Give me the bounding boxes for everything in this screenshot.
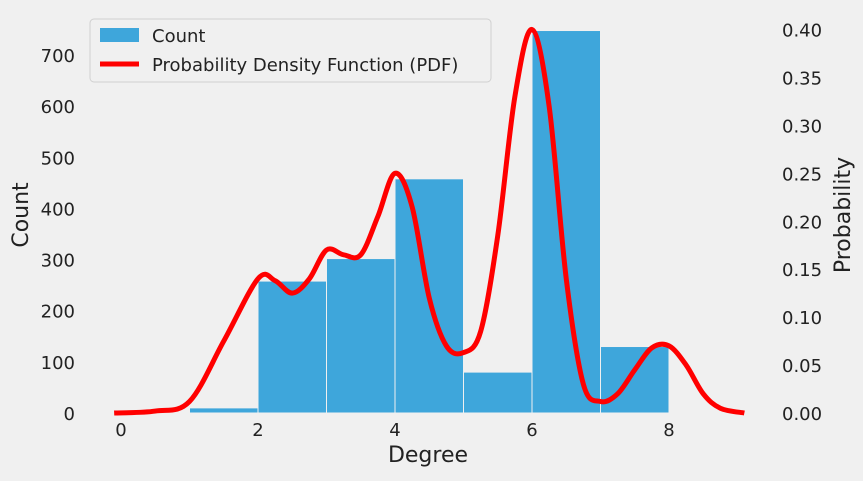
histogram-bar-6 — [600, 346, 670, 414]
histogram-bar-4 — [463, 371, 533, 414]
legend-frame — [89, 18, 492, 83]
x-tick-label: 2 — [252, 420, 263, 441]
histogram-bar-0 — [189, 407, 259, 414]
y-tick-label: 0 — [64, 404, 75, 425]
y2-tick-label: 0.15 — [782, 260, 822, 281]
x-axis-label: Degree — [388, 443, 468, 468]
y-tick-label: 200 — [41, 302, 75, 323]
histogram-bar-1 — [257, 280, 327, 414]
histogram-bars — [189, 30, 670, 414]
legend-swatch-count — [100, 28, 139, 42]
legend-label-pdf: Probability Density Function (PDF) — [152, 55, 458, 76]
legend: Count Probability Density Function (PDF) — [89, 18, 492, 83]
y-tick-label: 700 — [41, 46, 75, 67]
y2-tick-label: 0.30 — [782, 116, 822, 137]
y-axis-label: Count — [9, 182, 34, 248]
y2-axis-ticks: 0.00 0.05 0.10 0.15 0.20 0.25 0.30 0.35 0.40 — [782, 21, 822, 426]
y2-tick-label: 0.10 — [782, 308, 822, 329]
y2-tick-label: 0.40 — [782, 21, 822, 42]
x-tick-label: 0 — [115, 420, 126, 441]
y-tick-label: 100 — [41, 353, 75, 374]
legend-label-count: Count — [152, 26, 205, 47]
y2-tick-label: 0.05 — [782, 356, 822, 377]
y2-tick-label: 0.35 — [782, 68, 822, 89]
y2-tick-label: 0.20 — [782, 212, 822, 233]
y-tick-label: 300 — [41, 251, 75, 272]
y-tick-label: 400 — [41, 199, 75, 220]
pdf-curve — [114, 26, 745, 416]
y-tick-label: 600 — [41, 97, 75, 118]
x-axis-ticks: 0 2 4 6 8 — [115, 420, 674, 441]
pdf-curve-group — [114, 26, 745, 416]
y-tick-label: 500 — [41, 148, 75, 169]
y-axis-ticks: 0 100 200 300 400 500 600 700 — [41, 46, 75, 425]
histogram-bar-5 — [531, 30, 601, 414]
histogram-bar-2 — [326, 258, 396, 414]
y2-tick-label: 0.00 — [782, 404, 822, 425]
x-tick-label: 8 — [663, 420, 674, 441]
x-tick-label: 6 — [526, 420, 537, 441]
y2-tick-label: 0.25 — [782, 164, 822, 185]
x-tick-label: 4 — [389, 420, 400, 441]
y2-axis-label: Probability — [831, 157, 856, 273]
